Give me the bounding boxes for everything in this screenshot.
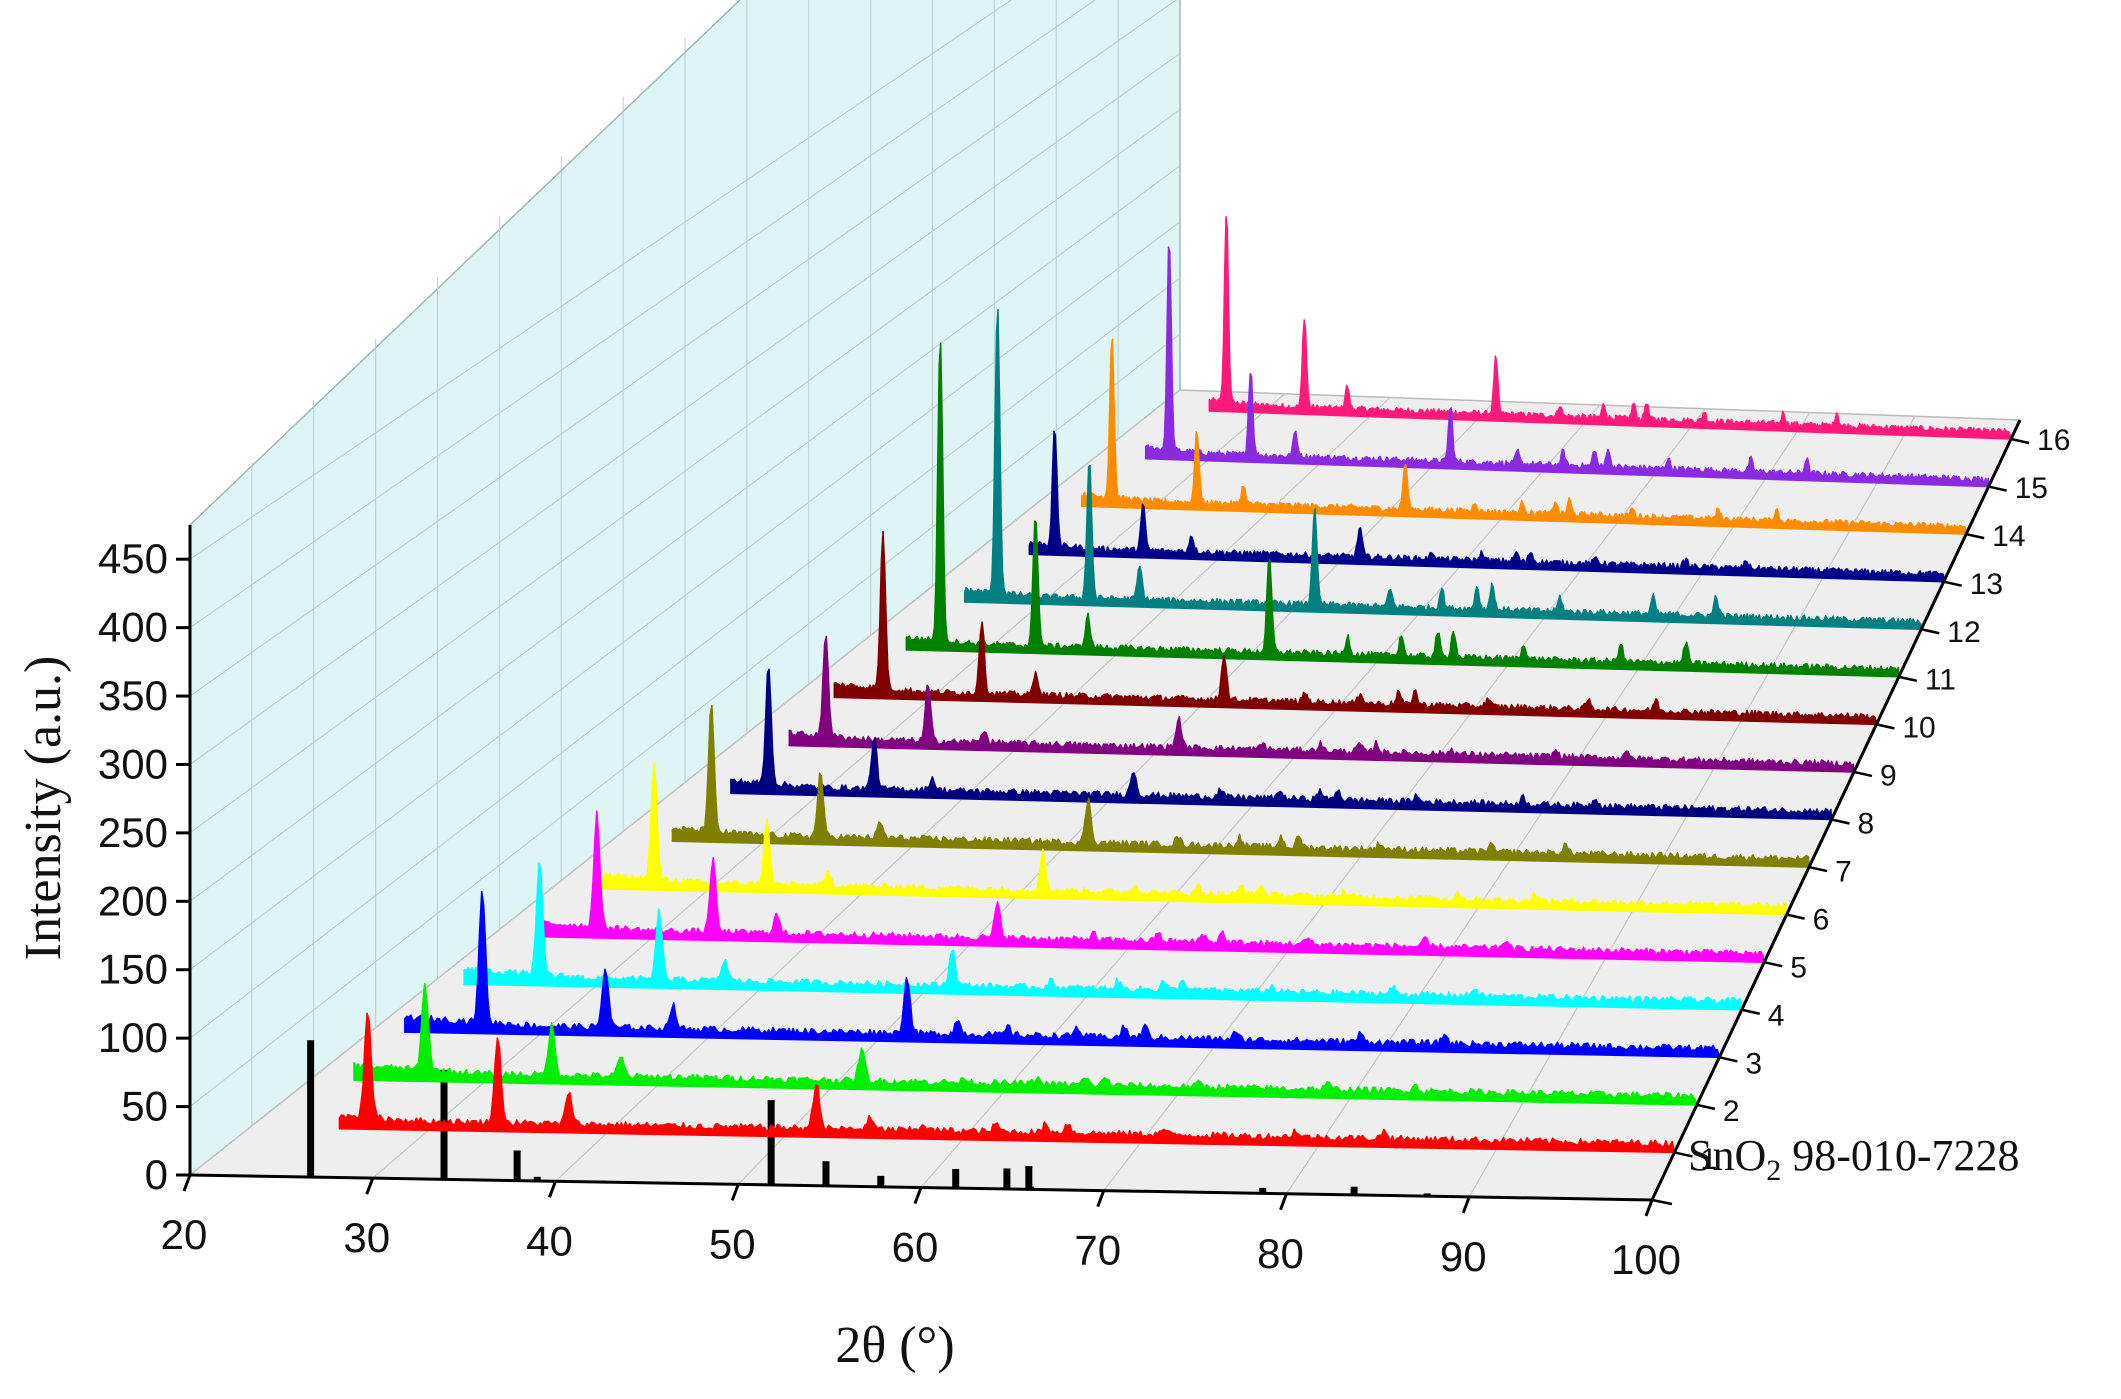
wall-grid-line: [189, 333, 1181, 1107]
x-tick-label-20: 20: [161, 1211, 208, 1258]
depth-tick-9: [1853, 770, 1873, 778]
depth-tick-5: [1763, 960, 1783, 968]
x-tick-70: [1096, 1190, 1106, 1208]
x-tick-100: [1644, 1199, 1654, 1217]
depth-tick-label-8: 8: [1858, 808, 1875, 841]
x-tick-label-50: 50: [709, 1220, 756, 1267]
y-tick-label-200: 200: [98, 877, 168, 924]
series-7-trace: [671, 704, 1810, 868]
depth-tick-label-5: 5: [1790, 951, 1807, 984]
series-5-trace: [538, 810, 1765, 963]
series-2-trace: [353, 982, 1698, 1106]
depth-tick-label-4: 4: [1768, 999, 1785, 1032]
y-tick-label-450: 450: [98, 535, 168, 582]
series-4-trace: [463, 862, 1743, 1011]
x-axis-title: 2θ (°): [835, 1317, 954, 1374]
y-tick-label-250: 250: [98, 809, 168, 856]
depth-tick-13: [1943, 580, 1962, 587]
depth-tick-12: [1920, 628, 1940, 635]
depth-tick-10: [1876, 723, 1895, 730]
depth-tick-reference: [1651, 1198, 1673, 1206]
depth-tick-label-2: 2: [1723, 1095, 1740, 1128]
x-tick-label-100: 100: [1611, 1236, 1681, 1283]
series-13-trace: [1028, 430, 1945, 583]
depth-tick-label-6: 6: [1813, 903, 1830, 936]
series-14-trace: [1080, 338, 1967, 535]
series-group: [338, 215, 2012, 1154]
y-axis-title: Intensity (a.u.): [15, 656, 72, 961]
depth-tick-16: [2010, 437, 2030, 445]
depth-tick-11: [1898, 675, 1918, 683]
depth-tick-1: [1674, 1151, 1693, 1158]
x-tick-80: [1279, 1193, 1288, 1211]
depth-tick-15: [1988, 485, 2007, 492]
x-tick-label-80: 80: [1257, 1230, 1304, 1277]
reference-label-subscript: 2: [1766, 1154, 1781, 1187]
series-8-trace: [730, 668, 1833, 821]
reference-label-main: SnO: [1688, 1131, 1766, 1180]
x-tick-label-40: 40: [526, 1217, 573, 1264]
depth-tick-2: [1696, 1103, 1716, 1111]
series-3-trace: [404, 890, 1721, 1059]
depth-tick-label-12: 12: [1947, 616, 1980, 649]
depth-tick-7: [1808, 865, 1828, 873]
series-9-trace: [788, 635, 1855, 773]
x-tick-50: [730, 1183, 740, 1201]
wall-grid-line: [189, 109, 1181, 834]
depth-tick-8: [1831, 818, 1850, 825]
wall-grid-line: [189, 0, 1013, 560]
wall-grid-line: [189, 0, 1097, 629]
x-tick-20: [182, 1174, 192, 1192]
y-tick-label-50: 50: [121, 1083, 168, 1130]
depth-tick-label-15: 15: [2015, 472, 2048, 505]
y-tick-label-150: 150: [98, 946, 168, 993]
wall-grid-line: [189, 0, 1177, 697]
series-6-trace: [597, 762, 1788, 916]
x-tick-40: [548, 1180, 557, 1198]
x-tick-60: [913, 1186, 923, 1205]
depth-tick-label-1: 1: [1700, 1143, 1717, 1176]
depth-tick-label-7: 7: [1835, 856, 1852, 889]
wall-grid-line: [189, 277, 1181, 1039]
x-tick-label-90: 90: [1440, 1233, 1487, 1280]
depth-tick-label-14: 14: [1992, 520, 2025, 553]
x-tick-label-70: 70: [1074, 1227, 1121, 1274]
depth-tick-14: [1965, 532, 1985, 540]
series-15-trace: [1144, 246, 1990, 488]
y-tick-label-0: 0: [145, 1151, 168, 1198]
series-12-trace: [963, 308, 1923, 631]
reference-label: SnO2 98-010-7228: [1688, 1131, 2020, 1187]
y-tick-label-400: 400: [98, 604, 168, 651]
depth-tick-label-10: 10: [1902, 712, 1935, 745]
depth-tick-label-13: 13: [1970, 568, 2003, 601]
axes: 0 50 100 150 200 250 300 350 400 450 20 30 40 50 60 70 8…: [98, 419, 2070, 1283]
x-tick-label-60: 60: [892, 1224, 939, 1271]
y-tick-label-350: 350: [98, 672, 168, 719]
series-11-trace: [905, 342, 1900, 678]
depth-tick-label-11: 11: [1925, 664, 1956, 697]
depth-tick-label-9: 9: [1880, 760, 1897, 793]
depth-axis-line: [1650, 419, 2022, 1201]
reference-label-code: 98-010-7228: [1781, 1131, 2019, 1180]
series-10-trace: [833, 530, 1878, 726]
x-tick-30: [365, 1177, 375, 1195]
x-tick-90: [1461, 1196, 1471, 1214]
depth-tick-3: [1719, 1056, 1738, 1063]
wall-grid-line: [189, 221, 1181, 971]
floor-grid-line: [555, 397, 1391, 1182]
wall-grid-line: [189, 165, 1181, 902]
depth-tick-4: [1741, 1008, 1761, 1015]
y-tick-label-100: 100: [98, 1014, 168, 1061]
depth-tick-label-16: 16: [2037, 424, 2070, 457]
y-tick-label-300: 300: [98, 740, 168, 787]
wall-grid-line: [189, 52, 1181, 765]
x-tick-label-30: 30: [343, 1214, 390, 1261]
series-16-trace: [1208, 215, 2012, 440]
series-1-trace: [338, 1012, 1676, 1154]
depth-tick-6: [1786, 913, 1805, 920]
depth-tick-label-3: 3: [1745, 1047, 1762, 1080]
